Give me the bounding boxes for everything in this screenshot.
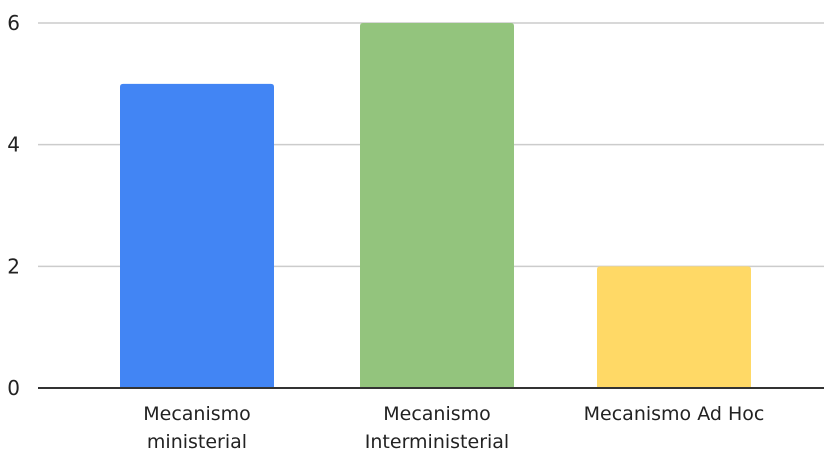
y-tick-label-2: 2 [7,254,20,278]
y-tick-label-6: 6 [7,11,20,35]
bar-2 [597,266,751,388]
y-tick-label-0: 0 [7,376,20,400]
y-tick-label-4: 4 [7,133,20,157]
x-tick-label-2-0: Mecanismo Ad Hoc [584,403,765,425]
bars [120,23,751,388]
x-tick-label-1-0: Mecanismo [383,403,491,425]
bar-0 [120,83,274,388]
x-tick-label-0-1: ministerial [147,431,247,452]
bar-1 [360,23,514,388]
x-tick-label-1-1: Interministerial [365,431,509,452]
x-tick-label-0-0: Mecanismo [143,403,251,425]
labels: 0 2 4 6 Mecanismo ministerial Mecanismo Intermi… [7,11,764,452]
